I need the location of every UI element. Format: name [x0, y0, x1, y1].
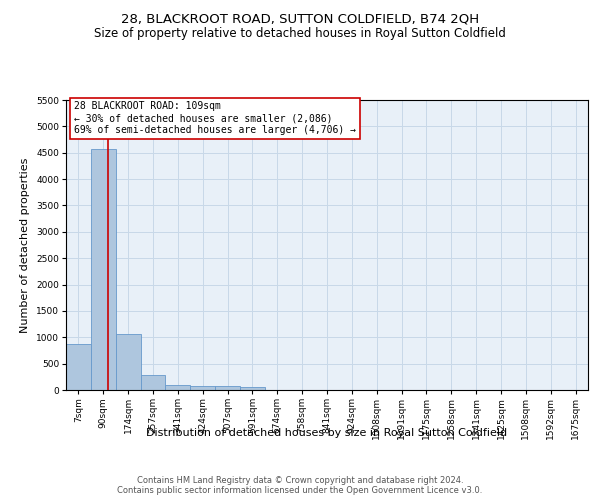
Bar — [140, 374, 166, 390]
Bar — [91, 148, 116, 390]
Bar — [240, 388, 265, 390]
Text: 28, BLACKROOT ROAD, SUTTON COLDFIELD, B74 2QH: 28, BLACKROOT ROAD, SUTTON COLDFIELD, B7… — [121, 12, 479, 26]
Bar — [66, 344, 91, 390]
Text: Distribution of detached houses by size in Royal Sutton Coldfield: Distribution of detached houses by size … — [146, 428, 508, 438]
Bar — [215, 386, 240, 390]
Text: Contains HM Land Registry data © Crown copyright and database right 2024.
Contai: Contains HM Land Registry data © Crown c… — [118, 476, 482, 495]
Text: 28 BLACKROOT ROAD: 109sqm
← 30% of detached houses are smaller (2,086)
69% of se: 28 BLACKROOT ROAD: 109sqm ← 30% of detac… — [74, 102, 356, 134]
Bar — [166, 384, 190, 390]
Text: Size of property relative to detached houses in Royal Sutton Coldfield: Size of property relative to detached ho… — [94, 28, 506, 40]
Y-axis label: Number of detached properties: Number of detached properties — [20, 158, 31, 332]
Bar — [190, 386, 215, 390]
Bar — [116, 334, 140, 390]
